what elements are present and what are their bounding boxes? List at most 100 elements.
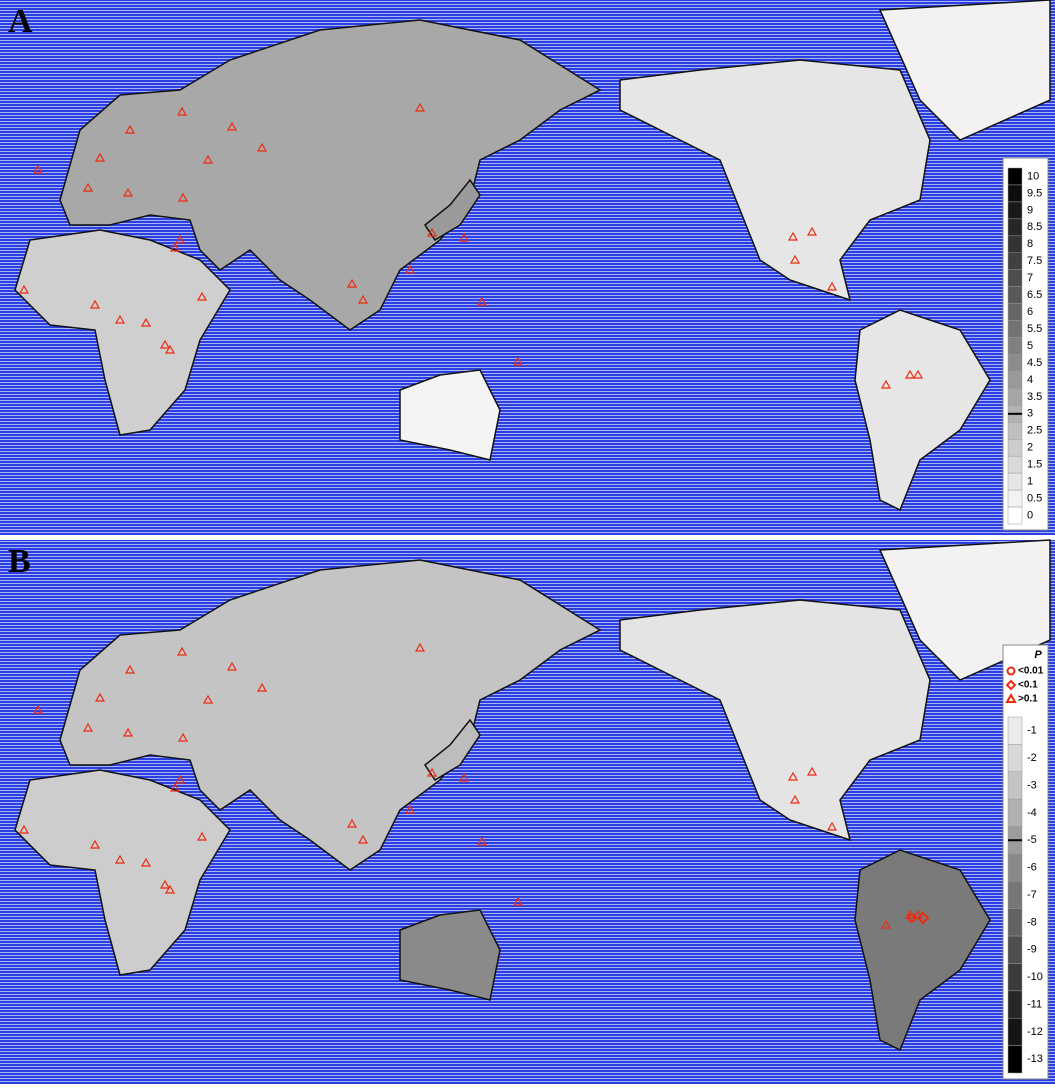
landmass xyxy=(399,909,501,1001)
legend-symbol-label: <0.01 xyxy=(1018,666,1044,677)
legend-level-label: -8 xyxy=(1027,916,1037,928)
site-marker xyxy=(164,344,176,354)
site-marker xyxy=(476,296,488,306)
site-marker xyxy=(912,369,924,379)
site-marker xyxy=(357,834,369,844)
legend-swatch xyxy=(1007,218,1023,237)
legend-swatch xyxy=(1007,269,1023,287)
site-marker xyxy=(256,142,268,152)
site-marker xyxy=(826,821,838,831)
site-marker xyxy=(82,182,94,192)
legend-swatch xyxy=(1007,853,1023,882)
legend-swatch xyxy=(1007,716,1023,745)
legend-swatch xyxy=(1007,771,1023,800)
site-marker xyxy=(789,254,801,264)
site-marker xyxy=(89,299,101,309)
legend-swatch xyxy=(1007,235,1023,254)
site-marker xyxy=(32,164,44,174)
landmass xyxy=(854,309,991,512)
site-marker xyxy=(346,818,358,828)
panel-label: B xyxy=(8,543,31,580)
legend-swatch xyxy=(1007,438,1023,457)
site-marker xyxy=(404,264,416,274)
legend-level-label: 1 xyxy=(1027,476,1033,488)
legend-level-label: -12 xyxy=(1027,1026,1043,1038)
legend-level-label: 8 xyxy=(1027,238,1033,250)
legend-level-label: -4 xyxy=(1027,807,1037,819)
legend-level-label: 7.5 xyxy=(1027,255,1042,267)
site-marker xyxy=(32,704,44,714)
legend-level-label: -5 xyxy=(1027,834,1037,846)
site-marker xyxy=(226,121,238,131)
site-marker xyxy=(404,804,416,814)
legend-level-label: 8.5 xyxy=(1027,221,1042,233)
legend-swatch xyxy=(1007,798,1023,827)
site-marker xyxy=(826,281,838,291)
site-marker xyxy=(114,314,126,324)
site-marker xyxy=(256,682,268,692)
legend-level-label: 7 xyxy=(1027,272,1033,284)
site-marker xyxy=(904,369,916,379)
legend-swatch xyxy=(1007,935,1023,964)
site-marker xyxy=(787,771,799,781)
legend-level-label: 4 xyxy=(1027,374,1033,386)
legend-swatch xyxy=(1007,252,1023,270)
site-marker xyxy=(174,774,186,784)
legend-swatch xyxy=(1007,371,1023,389)
legend-level-label: 0.5 xyxy=(1027,492,1042,504)
legend-symbol-label: <0.1 xyxy=(1018,680,1038,691)
legend-title: P xyxy=(1034,649,1042,661)
site-marker xyxy=(176,106,188,116)
legend-level-label: 6.5 xyxy=(1027,289,1042,301)
legend-swatch xyxy=(1007,472,1023,491)
legend-level-label: 3.5 xyxy=(1027,391,1042,403)
legend-swatch xyxy=(1007,455,1023,474)
legend-symbol xyxy=(1005,692,1017,703)
legend-swatch xyxy=(1007,506,1023,525)
site-marker xyxy=(94,692,106,702)
site-marker xyxy=(174,234,186,244)
site-marker xyxy=(458,232,470,242)
site-marker xyxy=(476,836,488,846)
landmass xyxy=(423,178,481,242)
legend-swatch xyxy=(1007,1045,1023,1074)
site-marker xyxy=(159,339,171,349)
map-panel: A109.598.587.576.565.554.543.532.521.510… xyxy=(8,0,1051,531)
legend-level-label: 5.5 xyxy=(1027,323,1042,335)
legend-level-label: -9 xyxy=(1027,944,1037,956)
legend-swatch xyxy=(1007,201,1023,220)
site-marker xyxy=(806,226,818,236)
site-marker xyxy=(512,356,524,366)
legend-level-label: 3 xyxy=(1027,408,1033,420)
legend-level-label: 9.5 xyxy=(1027,187,1042,199)
landmass xyxy=(399,369,501,461)
site-marker xyxy=(122,727,134,737)
site-marker xyxy=(169,242,181,252)
site-marker xyxy=(18,284,30,294)
site-marker xyxy=(94,152,106,162)
legend-level-label: 6 xyxy=(1027,306,1033,318)
site-marker xyxy=(880,919,892,929)
site-marker xyxy=(880,379,892,389)
site-marker xyxy=(140,857,152,867)
legend-symbol-label: >0.1 xyxy=(1018,694,1038,705)
map-panel: B P <0.01 <0.1 >0.1 -1 -2 -3 -4 -5 -6 -7 -8 -9 -10 -11 -… xyxy=(8,539,1051,1080)
site-marker xyxy=(426,227,438,237)
legend-level-label: 1.5 xyxy=(1027,459,1042,471)
legend-swatch xyxy=(1007,337,1023,355)
site-marker xyxy=(226,661,238,671)
landmass xyxy=(14,229,231,436)
site-marker xyxy=(176,646,188,656)
site-marker xyxy=(357,294,369,304)
legend-level-label: -1 xyxy=(1027,725,1037,737)
legend-level-label: 10 xyxy=(1027,170,1039,182)
legend-swatch xyxy=(1007,388,1023,406)
site-marker xyxy=(140,317,152,327)
legend-level-label: -6 xyxy=(1027,862,1037,874)
legend-swatch xyxy=(1007,422,1023,440)
site-marker xyxy=(196,291,208,301)
legend-level-label: -7 xyxy=(1027,889,1037,901)
site-marker xyxy=(124,664,136,674)
legend-level-label: -3 xyxy=(1027,779,1037,791)
site-marker xyxy=(177,732,189,742)
